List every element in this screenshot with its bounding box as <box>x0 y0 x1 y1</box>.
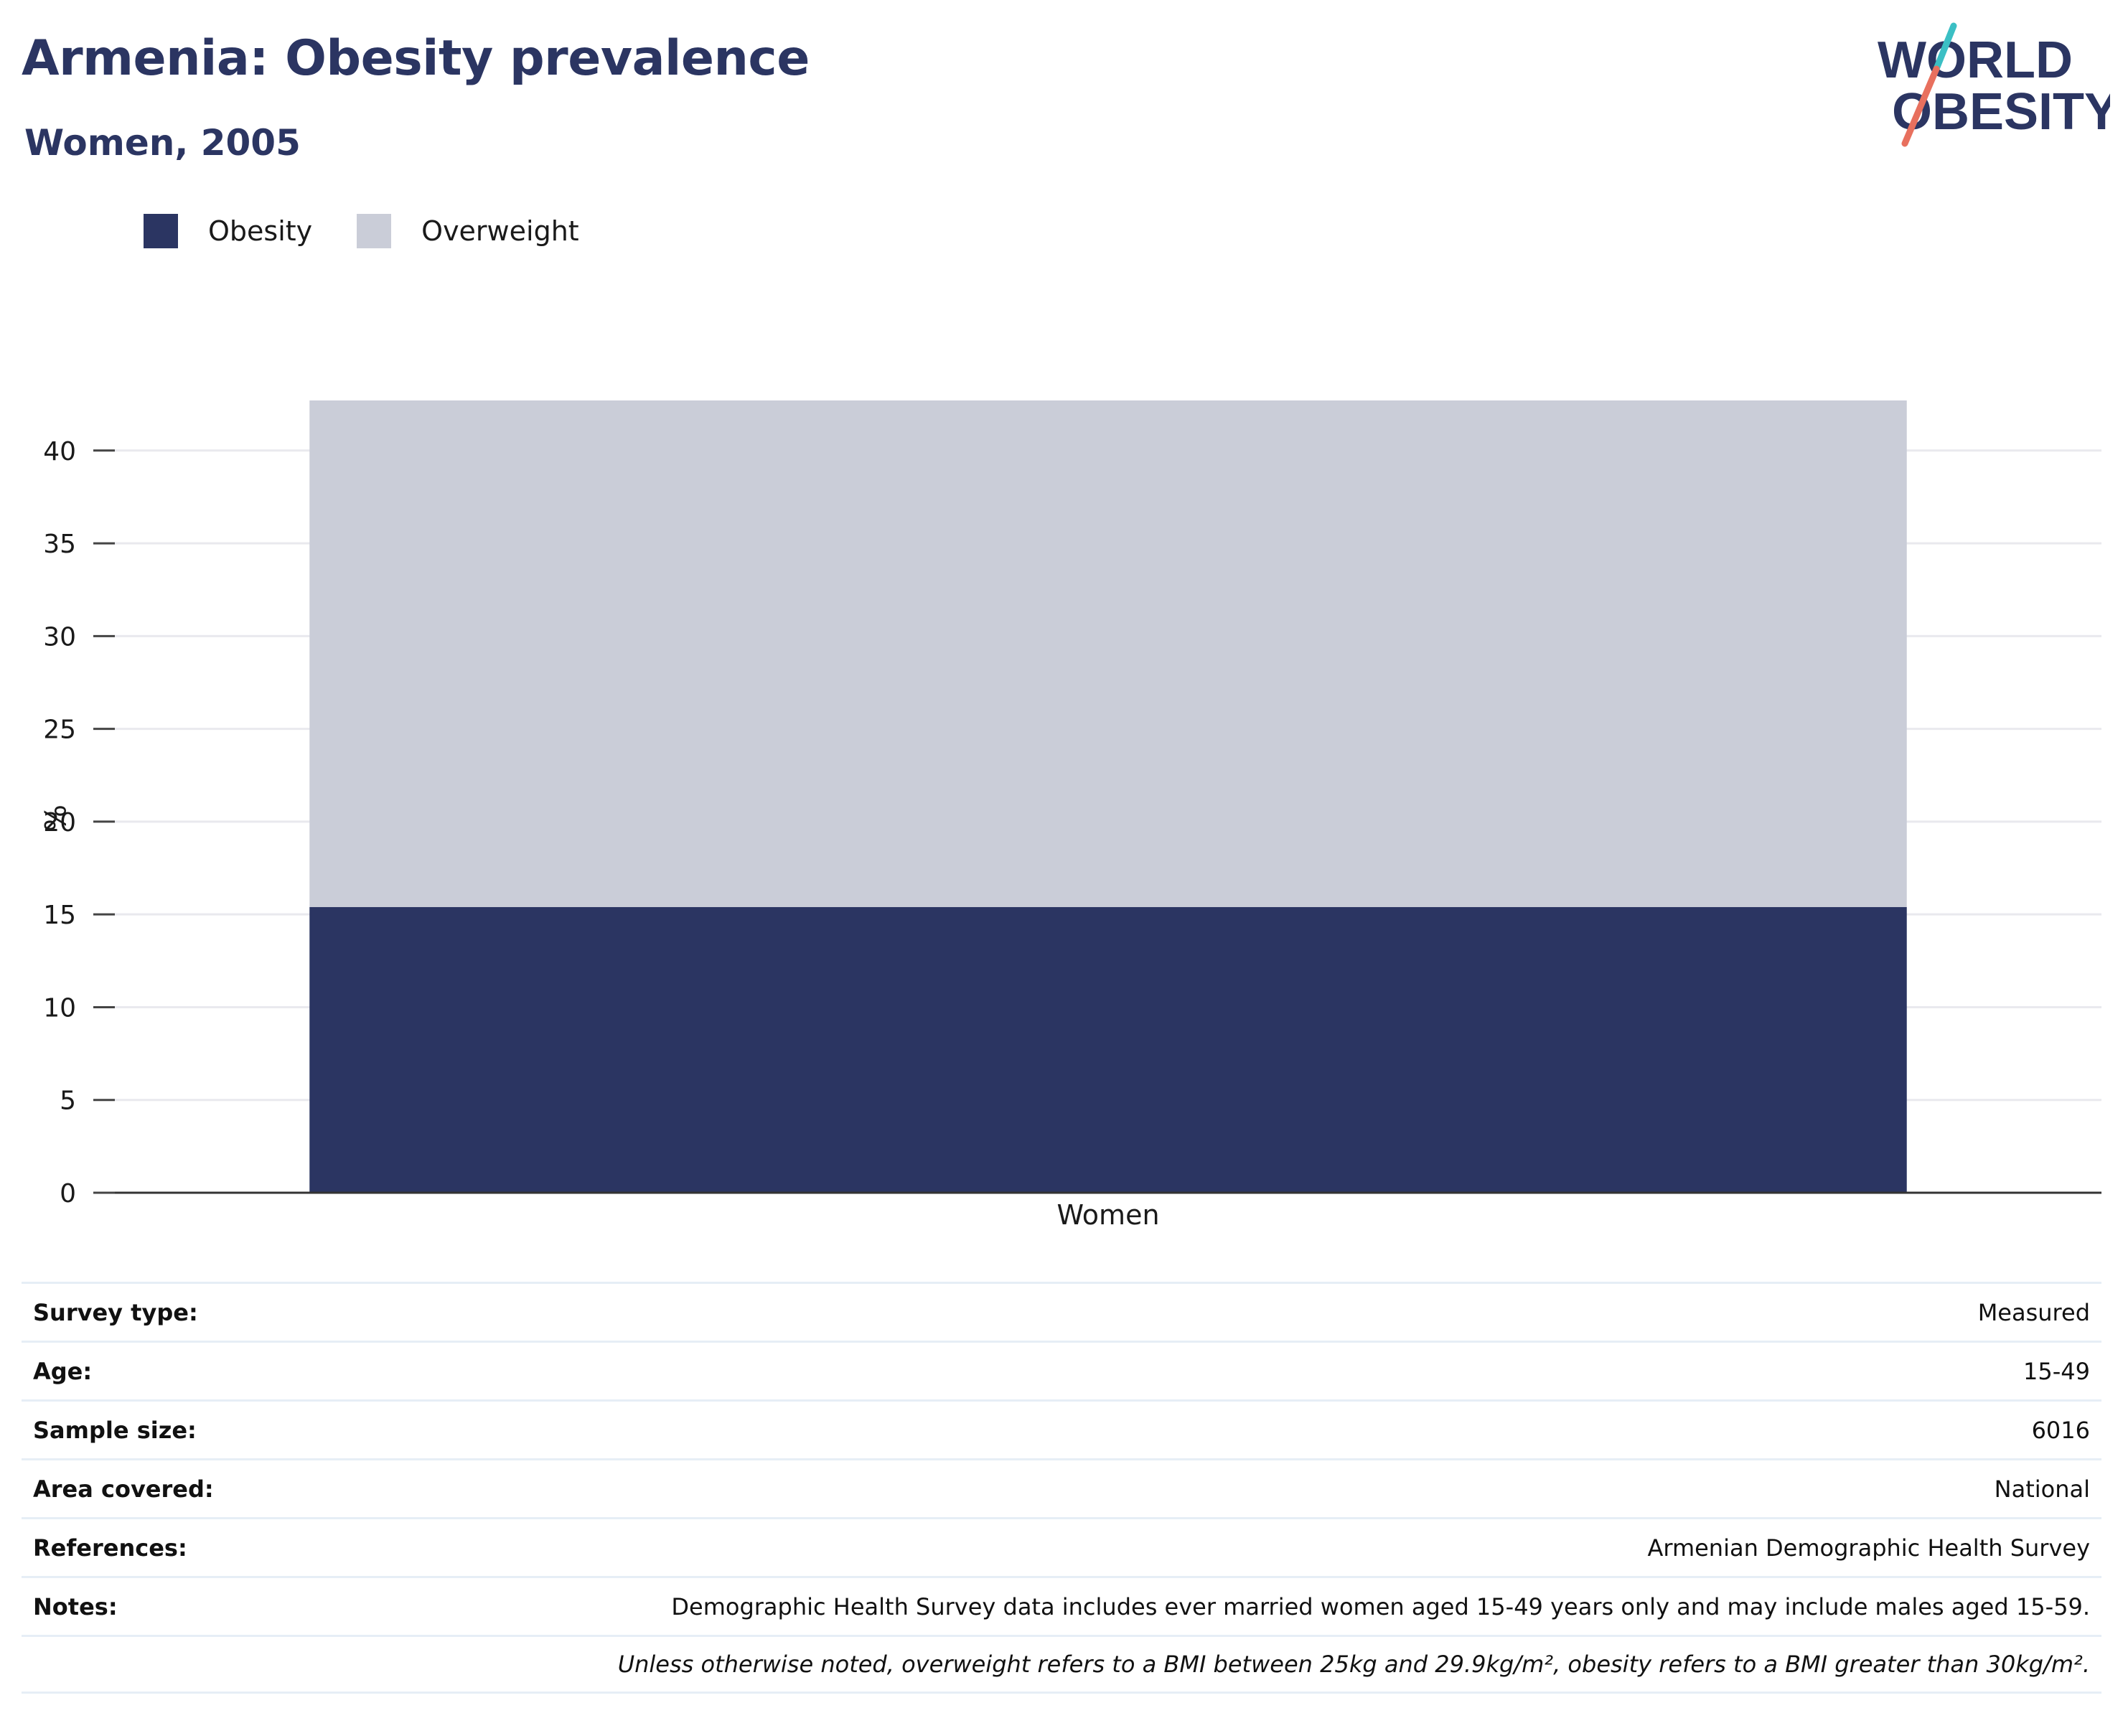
bar-obesity <box>309 906 1907 1193</box>
bar-overweight <box>309 400 1907 907</box>
y-axis-label: % <box>37 804 70 832</box>
legend-swatch-overweight <box>357 214 392 248</box>
x-tick-label: Women <box>1056 1199 1159 1231</box>
info-label: Sample size: <box>33 1416 197 1444</box>
legend: Obesity Overweight <box>144 214 624 248</box>
world-obesity-logo: WORLD OBESITY <box>1878 22 2110 147</box>
y-tick-label: 10 <box>43 993 76 1023</box>
bar-chart: 0 5 10 15 20 25 30 35 40 Women% <box>37 400 2101 1231</box>
info-label: Survey type: <box>33 1298 198 1326</box>
info-row-footnote: Unless otherwise noted, overweight refer… <box>22 1635 2101 1694</box>
info-row-references: References: Armenian Demographic Health … <box>22 1517 2101 1576</box>
info-row-sample-size: Sample size: 6016 <box>22 1399 2101 1458</box>
logo-word-world: WORLD <box>1878 32 2073 89</box>
info-row-age: Age: 15-49 <box>22 1341 2101 1399</box>
legend-swatch-obesity <box>144 214 178 248</box>
info-value: Demographic Health Survey data includes … <box>671 1592 2090 1620</box>
info-label: References: <box>33 1534 187 1562</box>
info-row-survey-type: Survey type: Measured <box>22 1282 2101 1341</box>
chart-title: Armenia: Obesity prevalence <box>22 30 810 87</box>
y-tick-label: 25 <box>43 715 76 745</box>
y-tick-label: 35 <box>43 530 76 559</box>
legend-label-obesity: Obesity <box>208 215 313 247</box>
y-tick-label: 5 <box>60 1087 76 1116</box>
logo-slash-bottom <box>1901 65 1940 147</box>
y-tick-label: 30 <box>43 622 76 652</box>
y-tick-label: 20 <box>43 808 76 837</box>
info-label: Area covered: <box>33 1475 214 1503</box>
info-label: Notes: <box>33 1592 118 1620</box>
y-tick-label: 0 <box>60 1179 76 1209</box>
info-row-notes: Notes: Demographic Health Survey data in… <box>22 1576 2101 1635</box>
legend-label-overweight: Overweight <box>421 215 579 247</box>
y-tick-label: 40 <box>43 437 76 466</box>
definition-footnote: Unless otherwise noted, overweight refer… <box>617 1651 2090 1678</box>
info-row-area-covered: Area covered: National <box>22 1458 2101 1517</box>
info-value: National <box>1994 1475 2090 1503</box>
logo-slash-top <box>1933 22 1957 72</box>
info-label: Age: <box>33 1357 93 1385</box>
y-tick-label: 15 <box>43 901 76 930</box>
survey-info-table: Survey type: Measured Age: 15-49 Sample … <box>22 1282 2101 1694</box>
info-value: 6016 <box>2031 1416 2090 1444</box>
info-value: Armenian Demographic Health Survey <box>1647 1534 2090 1562</box>
chart-subtitle: Women, 2005 <box>24 122 301 164</box>
info-value: 15-49 <box>2023 1357 2090 1385</box>
legend-item-obesity[interactable]: Obesity <box>144 214 312 248</box>
legend-item-overweight[interactable]: Overweight <box>357 214 579 248</box>
info-value: Measured <box>1977 1298 2090 1326</box>
